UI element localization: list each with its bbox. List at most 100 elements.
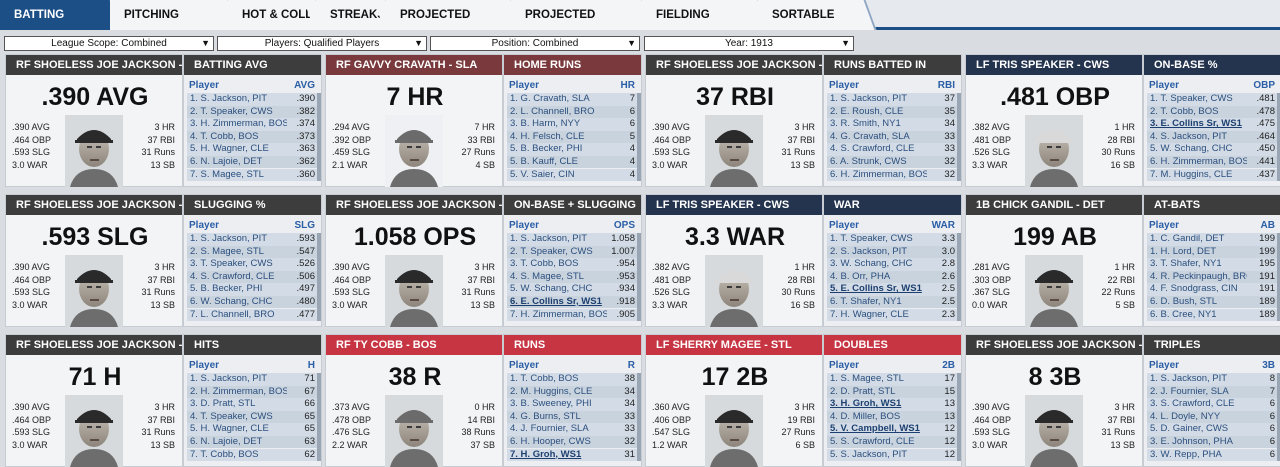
table-row[interactable]: 7. S. Magee, STL .360 xyxy=(187,168,317,182)
scrollbar[interactable] xyxy=(317,373,321,461)
table-row[interactable]: 5. B. Becker, PHI .497 xyxy=(187,283,317,296)
leader-name-link[interactable]: 5. H. Wagner, CLE xyxy=(190,423,269,435)
leader-name-link[interactable]: 6. H. Hooper, CWS xyxy=(510,435,591,447)
tab-hot-cold[interactable]: HOT & COLD xyxy=(228,0,329,30)
player-column-header[interactable]: Player xyxy=(1149,220,1180,231)
scrollbar[interactable] xyxy=(1277,373,1280,461)
leader-name-link[interactable]: 2. L. Channell, BRO xyxy=(510,105,595,117)
leader-name-link[interactable]: 3. H. Zimmerman, BOS xyxy=(190,118,287,130)
table-row[interactable]: 4. B. Orr, PHA 2.6 xyxy=(827,270,957,284)
player-card[interactable]: 1B CHICK GANDIL - DET 199 AB .281 AVG .303 … xyxy=(965,194,1143,327)
table-row[interactable]: 5. D. Gainer, CWS 6 xyxy=(1147,423,1277,436)
leader-name-link[interactable]: 2. M. Huggins, CLE xyxy=(510,385,593,397)
table-row[interactable]: 2. M. Huggins, CLE 34 xyxy=(507,385,637,399)
table-row[interactable]: 3. E. Johnson, PHA 6 xyxy=(1147,435,1277,449)
scrollbar[interactable] xyxy=(957,233,961,321)
league-scope-select[interactable]: League Scope: Combined ▼ xyxy=(4,36,214,51)
scrollbar[interactable] xyxy=(637,233,641,321)
leader-name-link[interactable]: 4. S. Jackson, PIT xyxy=(1150,130,1228,142)
leader-name-link[interactable]: 5. B. Becker, PHI xyxy=(190,283,263,295)
table-row[interactable]: 1. S. Jackson, PIT .593 xyxy=(187,233,317,246)
stat-column-header[interactable]: R xyxy=(627,360,635,371)
table-row[interactable]: 6. D. Bush, STL 189 xyxy=(1147,295,1277,309)
leader-name-link[interactable]: 5. V. Saier, CIN xyxy=(510,168,575,180)
leader-name-link[interactable]: 2. S. Magee, STL xyxy=(190,245,264,257)
leader-name-link[interactable]: 3. E. Johnson, PHA xyxy=(1150,435,1233,447)
leader-name-link[interactable]: 7. L. Channell, BRO xyxy=(190,308,275,320)
stat-column-header[interactable]: OPS xyxy=(613,220,635,231)
stat-column-header[interactable]: 2B xyxy=(942,360,955,371)
table-row[interactable]: 7. T. Cobb, BOS 62 xyxy=(187,448,317,462)
players-select[interactable]: Players: Qualified Players ▼ xyxy=(217,36,427,51)
table-row[interactable]: 4. H. Felsch, CLE 5 xyxy=(507,130,637,144)
tab-fielding-leaders[interactable]: FIELDING LEADERS xyxy=(642,0,771,51)
table-row[interactable]: 7. L. Channell, BRO .477 xyxy=(187,308,317,322)
leader-name-link[interactable]: 4. R. Peckinpaugh, BRO xyxy=(1150,270,1247,282)
table-row[interactable]: 5. V. Campbell, WS1 12 xyxy=(827,423,957,436)
table-row[interactable]: 1. C. Gandil, DET 199 xyxy=(1147,233,1277,246)
table-row[interactable]: 5. H. Wagner, CLE .363 xyxy=(187,143,317,156)
player-card[interactable]: LF TRIS SPEAKER - CWS .481 OBP .382 AVG .48… xyxy=(965,54,1143,187)
leader-name-link[interactable]: 3. H. Groh, WS1 xyxy=(830,398,902,410)
leader-name-link[interactable]: 1. S. Magee, STL xyxy=(830,373,904,384)
leader-name-link[interactable]: 7. M. Huggins, CLE xyxy=(1150,168,1233,180)
table-row[interactable]: 2. S. Magee, STL .547 xyxy=(187,245,317,259)
table-row[interactable]: 6. N. Lajoie, DET .362 xyxy=(187,155,317,169)
table-row[interactable]: 4. G. Burns, STL 33 xyxy=(507,410,637,424)
leader-name-link[interactable]: 6. T. Shafer, NY1 xyxy=(830,295,902,307)
player-card-header[interactable]: RF SHOELESS JOE JACKSON - PIT xyxy=(966,335,1142,355)
table-row[interactable]: 2. T. Cobb, BOS .478 xyxy=(1147,105,1277,119)
table-row[interactable]: 2. T. Speaker, CWS .382 xyxy=(187,105,317,119)
leader-name-link[interactable]: 2. E. Roush, CLE xyxy=(830,105,904,117)
player-card[interactable]: LF SHERRY MAGEE - STL 17 2B .360 AVG .406 O… xyxy=(645,334,823,467)
leader-name-link[interactable]: 3. W. Schang, CHC xyxy=(830,258,913,270)
leader-name-link[interactable]: 3. D. Pratt, STL xyxy=(190,398,256,410)
table-row[interactable]: 1. S. Jackson, PIT 71 xyxy=(187,373,317,386)
leader-name-link[interactable]: 1. G. Cravath, SLA xyxy=(510,93,590,104)
player-column-header[interactable]: Player xyxy=(829,360,860,371)
stat-column-header[interactable]: AB xyxy=(1260,220,1275,231)
leader-name-link[interactable]: 5. S. Crawford, CLE xyxy=(830,435,915,447)
leader-name-link[interactable]: 4. S. Magee, STL xyxy=(510,270,584,282)
table-row[interactable]: 3. R. Smith, NY1 34 xyxy=(827,118,957,131)
player-card[interactable]: RF SHOELESS JOE JACKSON - PIT 8 3B .390 AV… xyxy=(965,334,1143,467)
table-row[interactable]: 2. D. Pratt, STL 15 xyxy=(827,385,957,399)
leader-name-link[interactable]: 1. T. Speaker, CWS xyxy=(830,233,913,244)
stat-column-header[interactable]: SLG xyxy=(294,220,315,231)
scrollbar[interactable] xyxy=(317,93,321,181)
table-row[interactable]: 1. T. Cobb, BOS 38 xyxy=(507,373,637,386)
table-row[interactable]: 1. S. Jackson, PIT 8 xyxy=(1147,373,1277,386)
player-card-header[interactable]: RF TY COBB - BOS xyxy=(326,335,502,355)
player-card-header[interactable]: 1B CHICK GANDIL - DET xyxy=(966,195,1142,215)
leader-name-link[interactable]: 7. H. Zimmerman, BOS xyxy=(510,308,607,320)
table-row[interactable]: 6. H. Hooper, CWS 32 xyxy=(507,435,637,449)
leader-name-link[interactable]: 6. B. Cree, NY1 xyxy=(1150,308,1217,320)
leader-name-link[interactable]: 5. B. Becker, PHI xyxy=(510,143,583,155)
leader-name-link[interactable]: 6. E. Collins Sr, WS1 xyxy=(510,295,602,307)
scrollbar[interactable] xyxy=(637,373,641,461)
leader-name-link[interactable]: 3. E. Collins Sr, WS1 xyxy=(1150,118,1242,130)
player-card-header[interactable]: RF SHOELESS JOE JACKSON - PIT xyxy=(6,55,182,75)
leader-name-link[interactable]: 2. T. Cobb, BOS xyxy=(1150,105,1219,117)
table-row[interactable]: 5. E. Collins Sr, WS1 2.5 xyxy=(827,283,957,296)
leader-name-link[interactable]: 6. N. Lajoie, DET xyxy=(190,435,263,447)
table-row[interactable]: 5. S. Crawford, CLE 12 xyxy=(827,435,957,449)
table-row[interactable]: 3. S. Crawford, CLE 6 xyxy=(1147,398,1277,411)
player-card[interactable]: RF SHOELESS JOE JACKSON - PIT.593 SLG.39… xyxy=(5,194,183,327)
table-row[interactable]: 2. T. Speaker, CWS 1.007 xyxy=(507,245,637,259)
table-row[interactable]: 6. H. Zimmerman, BOS 32 xyxy=(827,168,957,182)
table-row[interactable]: 5. B. Becker, PHI 4 xyxy=(507,143,637,156)
table-row[interactable]: 7. M. Huggins, CLE .437 xyxy=(1147,168,1277,182)
table-row[interactable]: 3. W. Schang, CHC 2.8 xyxy=(827,258,957,271)
leader-name-link[interactable]: 5. W. Schang, CHC xyxy=(1150,143,1233,155)
leader-name-link[interactable]: 1. H. Lord, DET xyxy=(1150,245,1216,257)
player-column-header[interactable]: Player xyxy=(509,360,540,371)
table-row[interactable]: 4. S. Crawford, CLE .506 xyxy=(187,270,317,284)
table-row[interactable]: 5. W. Schang, CHC .934 xyxy=(507,283,637,296)
leader-name-link[interactable]: 4. F. Snodgrass, CIN xyxy=(1150,283,1238,295)
player-card-header[interactable]: LF TRIS SPEAKER - CWS xyxy=(646,195,822,215)
table-row[interactable]: 6. H. Zimmerman, BOS .441 xyxy=(1147,155,1277,169)
leader-name-link[interactable]: 6. H. Zimmerman, BOS xyxy=(1150,155,1247,167)
table-row[interactable]: 2. E. Roush, CLE 35 xyxy=(827,105,957,119)
